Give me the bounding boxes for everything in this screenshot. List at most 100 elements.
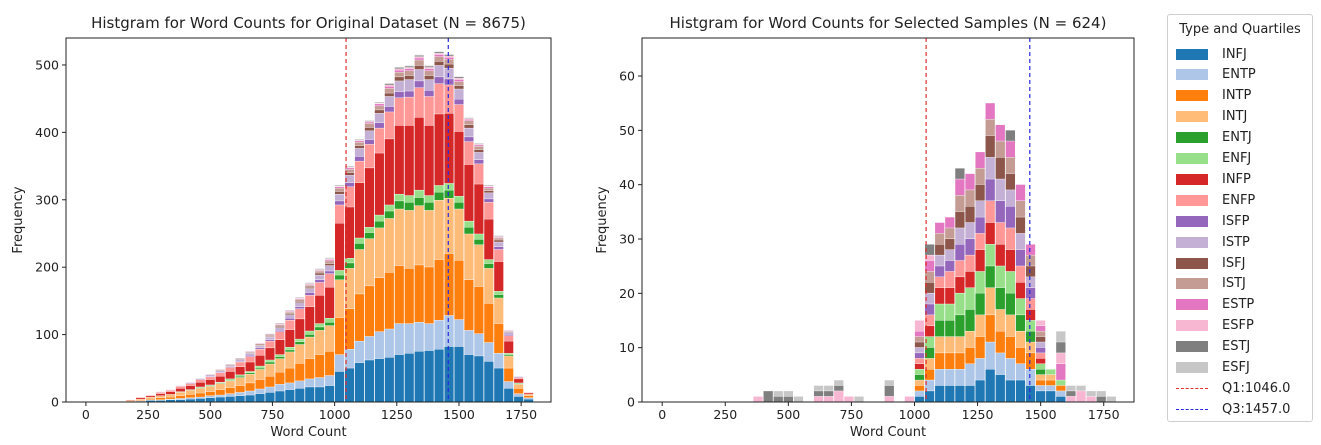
chart-1-bar-segment xyxy=(424,67,434,69)
chart-1-bar-segment xyxy=(404,268,414,324)
chart-2-bar-segment xyxy=(904,396,915,402)
chart-1-y-tick-label: 0 xyxy=(51,395,59,410)
chart-2-bar-segment xyxy=(1025,353,1036,370)
chart-1-bar-segment xyxy=(374,228,384,278)
chart-2-bar-segment xyxy=(1056,331,1066,342)
chart-2-bar-segment xyxy=(1025,369,1036,386)
chart-2-bar-segment xyxy=(1086,391,1096,397)
chart-2-bar-segment xyxy=(1036,353,1046,359)
chart-1-bar-segment xyxy=(275,384,285,391)
chart-2-bar-segment xyxy=(1005,315,1016,337)
chart-1-bar-segment xyxy=(464,354,474,402)
chart-2-x-axis-label: Word Count xyxy=(850,425,926,440)
chart-1-bar-segment xyxy=(404,71,414,76)
chart-1-bar-segment xyxy=(344,207,355,259)
chart-1-bar-segment xyxy=(335,191,345,194)
chart-1-bar-segment xyxy=(245,356,255,362)
chart-2-plot-frame xyxy=(641,37,1135,403)
chart-1-bar-segment xyxy=(205,379,215,385)
chart-2-bar-segment xyxy=(935,255,945,266)
chart-1-bar-segment xyxy=(464,164,474,221)
chart-2-bar-segment xyxy=(945,353,955,370)
chart-1-x-tick-label: 500 xyxy=(198,407,222,422)
chart-1-bar-segment xyxy=(504,354,514,356)
chart-1-bar-segment xyxy=(444,68,454,79)
chart-2-bar-segment xyxy=(985,119,995,136)
chart-1-bar-segment xyxy=(414,117,424,190)
chart-1-bar-segment xyxy=(165,394,176,397)
chart-1-bar-segment xyxy=(484,259,494,264)
chart-1-bar-segment xyxy=(155,397,166,400)
chart-1-bar-segment xyxy=(364,360,375,402)
chart-2-bar-segment xyxy=(975,233,985,250)
chart-1-bar-segment xyxy=(195,398,205,402)
chart-1-bar-segment xyxy=(225,371,235,379)
legend-swatch xyxy=(1176,362,1208,373)
chart-2-bar-segment xyxy=(914,391,925,397)
chart-2-bar-segment xyxy=(1036,363,1046,370)
chart-1-bar-segment xyxy=(215,370,225,372)
chart-1-bar-segment xyxy=(275,326,285,328)
chart-2-bar-segment xyxy=(955,277,965,293)
chart-1-bar-segment xyxy=(464,279,474,331)
chart-1-bar-segment xyxy=(474,145,484,147)
chart-1-bar-segment xyxy=(494,261,504,292)
chart-1-bar-segment xyxy=(404,202,414,211)
chart-2-bar-segment xyxy=(975,152,985,168)
chart-1-bar-segment xyxy=(255,366,265,368)
chart-1-bar-segment xyxy=(364,144,375,168)
chart-1-bar-segment xyxy=(504,332,514,335)
chart-1-bar-segment xyxy=(434,52,444,54)
chart-2-bar-segment xyxy=(955,244,965,261)
chart-1-bar-segment xyxy=(454,346,464,402)
chart-2-bar-segment xyxy=(1025,266,1036,277)
legend-label: ENFP xyxy=(1222,192,1256,208)
chart-1-bar-segment xyxy=(155,392,166,394)
chart-1-bar-segment xyxy=(354,362,365,402)
chart-2-bar-segment xyxy=(955,195,965,212)
chart-1-bar-segment xyxy=(484,219,494,260)
chart-1-bar-segment xyxy=(185,385,195,390)
chart-2-x-tick-label: 750 xyxy=(839,407,863,422)
chart-2-bar-segment xyxy=(813,385,824,391)
chart-2-bar-segment xyxy=(1005,380,1016,402)
chart-1-bar-segment xyxy=(474,184,484,234)
chart-1-bar-segment xyxy=(315,279,325,283)
chart-2-bar-segment xyxy=(1046,374,1056,380)
chart-1-bar-segment xyxy=(295,363,305,381)
chart-2-bar-segment xyxy=(1005,141,1016,158)
chart-1-bar-segment xyxy=(245,395,255,402)
chart-2-bar-segment xyxy=(995,179,1005,201)
chart-1-bar-segment xyxy=(315,295,325,324)
chart-1-bar-segment xyxy=(504,388,514,402)
chart-1-bar-segment xyxy=(175,395,185,399)
chart-1-bar-segment xyxy=(175,386,185,389)
chart-1-bar-segment xyxy=(225,379,235,381)
chart-1-bar-segment xyxy=(255,349,265,356)
chart-1-bar-segment xyxy=(225,381,235,388)
chart-2-bar-segment xyxy=(824,391,834,397)
chart-2-title: Histgram for Word Counts for Selected Sa… xyxy=(670,14,1107,32)
chart-1-bar-segment xyxy=(424,79,434,91)
legend-label: Q3:1457.0 xyxy=(1222,401,1291,417)
chart-2-bar-segment xyxy=(955,353,965,370)
chart-1-bar-segment xyxy=(315,354,325,378)
chart-1-bar-segment xyxy=(394,265,404,324)
chart-2-bar-segment xyxy=(985,244,995,266)
chart-1-bar-segment xyxy=(305,387,315,402)
chart-1-bar-segment xyxy=(394,69,404,70)
chart-1-bar-segment xyxy=(315,273,325,275)
chart-1-bar-segment xyxy=(335,205,345,223)
chart-1-bar-segment xyxy=(364,123,375,128)
chart-1-bar-segment xyxy=(484,361,494,402)
chart-1-bar-segment xyxy=(364,286,375,337)
chart-1-bar-segment xyxy=(504,335,514,341)
chart-1-bar-segment xyxy=(275,354,285,357)
chart-2-bar-segment xyxy=(1025,331,1036,342)
chart-2-bar-segment xyxy=(763,391,773,402)
chart-1-bar-segment xyxy=(494,238,504,240)
chart-1-bar-segment xyxy=(444,113,454,184)
chart-2-bar-segment xyxy=(995,124,1005,141)
chart-2-bars xyxy=(753,103,1116,402)
chart-2-bar-segment xyxy=(1036,320,1046,326)
